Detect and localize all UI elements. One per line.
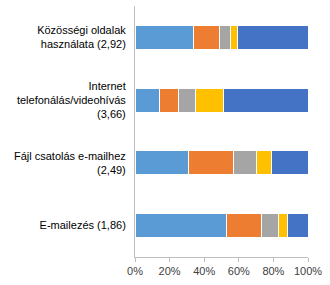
svg-text:40%: 40% bbox=[193, 265, 215, 277]
svg-text:0%: 0% bbox=[127, 265, 143, 277]
svg-text:Közösségi oldalakhasználata (2: Közösségi oldalakhasználata (2,92) bbox=[37, 24, 126, 50]
svg-text:20%: 20% bbox=[159, 265, 181, 277]
svg-text:60%: 60% bbox=[228, 265, 250, 277]
svg-text:E-mailezés (1,86): E-mailezés (1,86) bbox=[40, 219, 126, 231]
svg-text:Internettelefonálás/videohívás: Internettelefonálás/videohívás(3,66) bbox=[17, 80, 126, 121]
svg-text:80%: 80% bbox=[262, 265, 284, 277]
svg-text:Fájl csatolás e-mailhez(2,49): Fájl csatolás e-mailhez(2,49) bbox=[14, 150, 126, 176]
svg-text:100%: 100% bbox=[294, 265, 322, 277]
